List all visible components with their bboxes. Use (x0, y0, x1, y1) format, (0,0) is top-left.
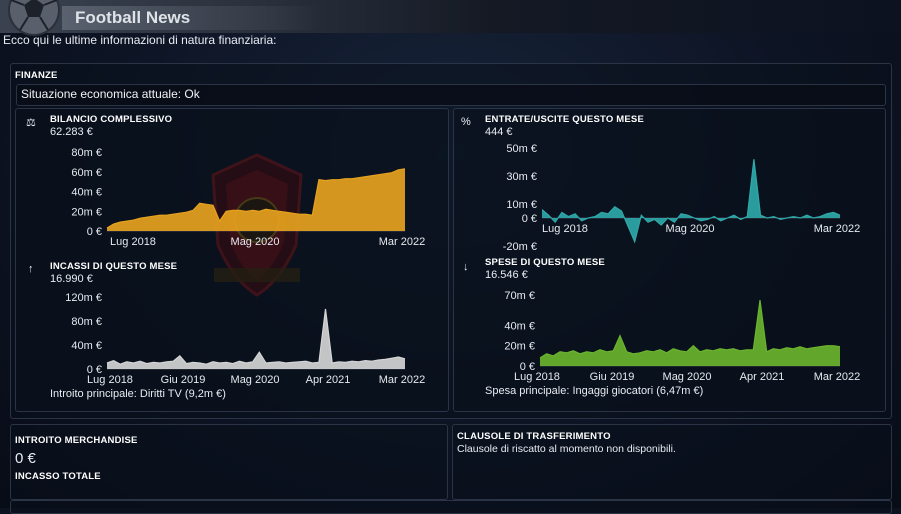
income-y-tick-label: 40m € (71, 340, 102, 352)
merchandise-value: 0 € (15, 450, 36, 467)
net-x-tick-label: Mag 2020 (666, 223, 715, 235)
balance-y-tick-label: 60m € (71, 167, 102, 179)
transfer-clauses-label: CLAUSOLE DI TRASFERIMENTO (457, 431, 611, 442)
arrow-down-icon: ↓ (463, 261, 469, 273)
balance-y-tick-label: 40m € (71, 187, 102, 199)
expenses-series-line (539, 300, 841, 359)
merchandise-panel (10, 424, 448, 500)
finances-section-label: FINANZE (15, 70, 58, 81)
total-income-label: INCASSO TOTALE (15, 471, 101, 482)
page-title: Football News (75, 8, 191, 27)
balance-y-tick-label: 20m € (71, 206, 102, 218)
intro-text: Ecco qui le ultime informazioni di natur… (3, 33, 277, 47)
expenses-y-tick-label: 40m € (504, 320, 535, 332)
net-x-tick-label: Mar 2022 (814, 223, 860, 235)
arrow-up-icon: ↑ (28, 263, 34, 275)
expenses-x-tick-label: Giu 2019 (590, 371, 635, 383)
balance-x-tick-label: Mag 2020 (231, 236, 280, 248)
income-y-tick-label: 0 € (87, 364, 102, 376)
expenses-y-tick-label: 0 € (520, 361, 535, 373)
financial-status-text: Situazione economica attuale: Ok (21, 87, 200, 101)
net-value: 444 € (485, 126, 513, 138)
title-tab (62, 6, 320, 30)
income-x-tick-label: Apr 2021 (306, 374, 351, 386)
scale-icon: ⚖ (26, 117, 36, 129)
bottom-strip (10, 500, 892, 514)
balance-series-line (106, 168, 406, 229)
income-x-tick-label: Mar 2022 (379, 374, 425, 386)
balance-chart-title: BILANCIO COMPLESSIVO (50, 114, 173, 125)
income-value: 16.990 € (50, 273, 93, 285)
balance-y-tick-label: 0 € (87, 226, 102, 238)
main-expense-text: Spesa principale: Ingaggi giocatori (6,4… (485, 385, 704, 397)
income-series-line (106, 308, 406, 365)
football-icon (8, 0, 60, 36)
net-y-tick-label: 50m € (506, 143, 537, 155)
balance-value: 62.283 € (50, 126, 93, 138)
main-income-text: Introito principale: Diritti TV (9,2m €) (50, 388, 226, 400)
income-chart-title: INCASSI DI QUESTO MESE (50, 261, 178, 272)
income-x-tick-label: Giu 2019 (161, 374, 206, 386)
expenses-area-series (540, 300, 840, 366)
expenses-chart-title: SPESE DI QUESTO MESE (485, 257, 605, 268)
net-chart-title: ENTRATE/USCITE QUESTO MESE (485, 114, 644, 125)
net-series-line (541, 159, 841, 244)
net-y-tick-label: 30m € (506, 171, 537, 183)
expenses-value: 16.546 € (485, 269, 528, 281)
expenses-y-tick-label: 70m € (504, 290, 535, 302)
expenses-x-tick-label: Apr 2021 (740, 371, 785, 383)
balance-x-tick-label: Lug 2018 (110, 236, 156, 248)
financial-status-box (16, 84, 886, 106)
balance-area-series (107, 168, 405, 231)
expenses-x-tick-label: Lug 2018 (514, 371, 560, 383)
net-y-tick-label: 10m € (506, 199, 537, 211)
percent-icon: % (461, 116, 471, 128)
expenses-x-tick-label: Mag 2020 (663, 371, 712, 383)
net-y-tick-label: -20m € (503, 241, 537, 253)
net-y-tick-label: 0 € (522, 213, 537, 225)
income-y-tick-label: 120m € (65, 292, 102, 304)
transfer-clauses-panel (452, 424, 892, 500)
merchandise-label: INTROITO MERCHANDISE (15, 435, 138, 446)
expenses-x-tick-label: Mar 2022 (814, 371, 860, 383)
income-x-tick-label: Mag 2020 (231, 374, 280, 386)
balance-y-tick-label: 80m € (71, 147, 102, 159)
income-y-tick-label: 80m € (71, 316, 102, 328)
expenses-y-tick-label: 20m € (504, 341, 535, 353)
balance-x-tick-label: Mar 2022 (379, 236, 425, 248)
net-x-tick-label: Lug 2018 (542, 223, 588, 235)
income-x-tick-label: Lug 2018 (87, 374, 133, 386)
transfer-clauses-text: Clausole di riscatto al momento non disp… (457, 443, 676, 455)
